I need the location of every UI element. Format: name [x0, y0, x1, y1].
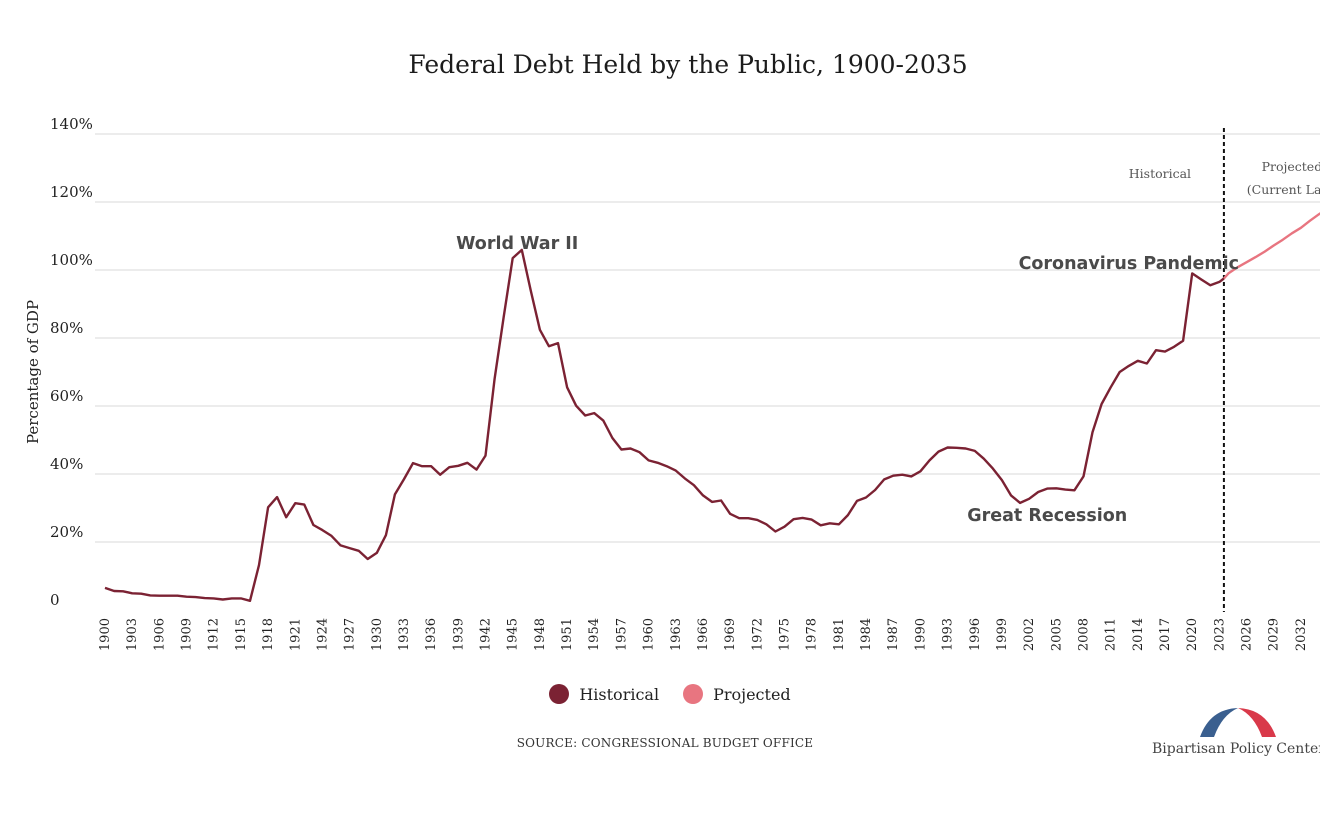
source-note: SOURCE: CONGRESSIONAL BUDGET OFFICE — [516, 736, 814, 750]
series-line-historical — [104, 248, 1225, 602]
x-tick-label: 1999 — [995, 618, 1010, 651]
region-label: Historical — [1129, 166, 1191, 181]
legend-item-projected: Projected — [683, 684, 791, 704]
legend-swatch-historical — [549, 684, 570, 704]
x-tick-label: 2011 — [1104, 618, 1119, 651]
x-tick-label: 1921 — [288, 618, 303, 651]
x-tick-label: 1933 — [397, 618, 412, 651]
x-tick-label: 2023 — [1212, 618, 1227, 651]
x-tick-label: 2008 — [1076, 618, 1091, 651]
y-tick-label: 120% — [50, 183, 93, 201]
y-axis-ticks: 0 20% 40% 60% 80% 100% 120% 140% — [50, 115, 93, 609]
x-tick-label: 1909 — [180, 618, 195, 651]
logo-arch-icon — [1200, 708, 1276, 737]
x-tick-label: 1948 — [533, 618, 548, 651]
region-label: (Current Law) — [1247, 182, 1320, 197]
x-tick-label: 1957 — [614, 618, 629, 651]
x-tick-label: 1942 — [479, 618, 494, 651]
x-tick-label: 2002 — [1022, 618, 1037, 651]
region-labels: Historical Projected (Current Law) — [1129, 159, 1320, 197]
y-tick-label: 100% — [50, 251, 93, 269]
y-tick-label: 80% — [50, 319, 83, 337]
annotation-label: Great Recession — [967, 506, 1127, 526]
series-line-projected — [1223, 212, 1320, 280]
x-tick-label: 1984 — [859, 618, 874, 651]
x-tick-label: 2032 — [1294, 618, 1309, 651]
legend-swatch-projected — [683, 684, 704, 704]
legend-item-historical: Historical — [549, 684, 659, 704]
series-lines — [104, 212, 1320, 602]
x-tick-label: 1969 — [723, 618, 738, 651]
x-tick-label: 2026 — [1240, 618, 1255, 651]
chart-title: Federal Debt Held by the Public, 1900-20… — [408, 50, 968, 79]
x-tick-label: 2017 — [1158, 618, 1173, 651]
y-tick-label: 40% — [50, 455, 83, 473]
x-tick-label: 2014 — [1131, 618, 1146, 651]
x-axis-ticks: 1900 1903 1906 1909 1912 1915 1918 1921 1924 1927… — [98, 618, 1309, 651]
bpc-logo: Bipartisan Policy Center — [1152, 705, 1320, 765]
x-tick-label: 1963 — [669, 618, 684, 651]
x-tick-label: 1939 — [451, 618, 466, 651]
x-tick-label: 1978 — [805, 618, 820, 651]
x-tick-label: 1912 — [207, 618, 222, 651]
y-tick-label: 20% — [50, 523, 83, 541]
legend: Historical Projected — [0, 684, 1320, 704]
x-tick-label: 1960 — [642, 618, 657, 651]
x-tick-label: 1903 — [125, 618, 140, 651]
x-tick-label: 1990 — [913, 618, 928, 651]
y-tick-label: 0 — [50, 591, 60, 609]
x-tick-label: 1924 — [315, 618, 330, 651]
logo-text: Bipartisan Policy Center — [1152, 741, 1320, 757]
x-tick-label: 2005 — [1049, 618, 1064, 651]
gridlines — [95, 133, 1320, 543]
x-tick-label: 2020 — [1185, 618, 1200, 651]
x-tick-label: 1951 — [560, 618, 575, 651]
x-tick-label: 1954 — [587, 618, 602, 651]
annotation-label: World War II — [456, 234, 578, 254]
x-tick-label: 1936 — [424, 618, 439, 651]
annotations: World War II Coronavirus Pandemic Great Re… — [456, 234, 1239, 526]
legend-label-projected: Projected — [713, 684, 791, 704]
x-tick-label: 1993 — [941, 618, 956, 651]
x-tick-label: 1915 — [234, 618, 249, 651]
annotation-label: Coronavirus Pandemic — [1019, 254, 1239, 274]
x-tick-label: 1900 — [98, 618, 113, 651]
x-tick-label: 1927 — [343, 618, 358, 651]
legend-label-historical: Historical — [579, 684, 660, 704]
x-tick-label: 1996 — [968, 618, 983, 651]
x-tick-label: 1918 — [261, 618, 276, 651]
y-tick-label: 60% — [50, 387, 83, 405]
x-tick-label: 1981 — [832, 618, 847, 651]
x-tick-label: 1945 — [506, 618, 521, 651]
x-tick-label: 1906 — [152, 618, 167, 651]
x-tick-label: 1987 — [886, 618, 901, 651]
y-tick-label: 140% — [50, 115, 93, 133]
x-tick-label: 1972 — [750, 618, 765, 651]
x-tick-label: 1975 — [778, 618, 793, 651]
x-tick-label: 1966 — [696, 618, 711, 651]
x-tick-label: 1930 — [370, 618, 385, 651]
line-chart: 020%40%60%80%100%120%140% 1900 1903 1906 19… — [50, 115, 1320, 651]
x-tick-label: 2029 — [1267, 618, 1282, 651]
region-label: Projected — [1262, 159, 1320, 174]
